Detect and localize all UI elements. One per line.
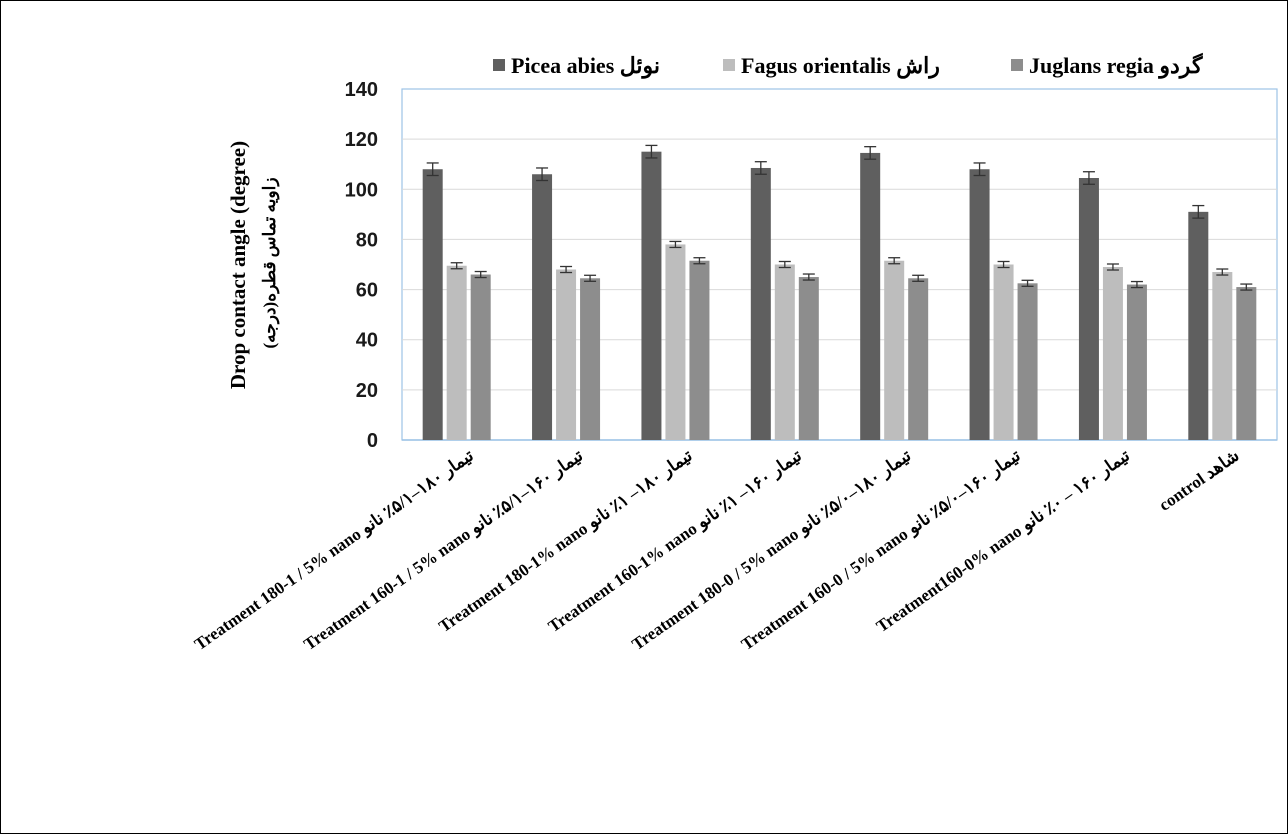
bar-picea-abies bbox=[969, 169, 990, 440]
x-category-label: control شاهد bbox=[1155, 446, 1242, 515]
y-axis-title-fa: زاویه تماس قطره(درجه) bbox=[260, 177, 280, 348]
bar-fagus-orientalis bbox=[556, 269, 577, 440]
legend-swatch bbox=[493, 59, 505, 71]
bar-juglans-regia bbox=[1126, 284, 1147, 440]
y-axis-title: Drop contact angle (degree) bbox=[226, 141, 250, 389]
bar-juglans-regia bbox=[798, 277, 819, 440]
bar-picea-abies bbox=[641, 151, 662, 440]
legend-label: Juglans regia گردو bbox=[1029, 52, 1203, 79]
bar-fagus-orientalis bbox=[1212, 272, 1233, 440]
bar-juglans-regia bbox=[470, 274, 491, 440]
bar-picea-abies bbox=[1188, 211, 1209, 440]
bar-picea-abies bbox=[750, 167, 771, 440]
bar-picea-abies bbox=[860, 152, 881, 441]
legend-label: Fagus orientalis راش bbox=[741, 53, 940, 79]
y-tick-label: 20 bbox=[356, 380, 378, 402]
y-tick-label: 100 bbox=[345, 179, 378, 201]
bar-fagus-orientalis bbox=[884, 260, 905, 440]
bar-fagus-orientalis bbox=[993, 264, 1014, 440]
bar-fagus-orientalis bbox=[1102, 267, 1123, 440]
legend-swatch bbox=[723, 59, 735, 71]
y-tick-label: 80 bbox=[356, 229, 378, 251]
bar-juglans-regia bbox=[580, 278, 601, 440]
legend-label: Picea abies نوئل bbox=[511, 53, 660, 79]
y-tick-label: 120 bbox=[345, 129, 378, 151]
bar-picea-abies bbox=[422, 169, 443, 440]
bar-picea-abies bbox=[1078, 178, 1099, 440]
legend-swatch bbox=[1011, 59, 1023, 71]
bar-fagus-orientalis bbox=[446, 265, 467, 440]
y-tick-label: 40 bbox=[356, 330, 378, 352]
bar-fagus-orientalis bbox=[665, 244, 686, 440]
bar-juglans-regia bbox=[1236, 287, 1257, 440]
y-tick-label: 140 bbox=[345, 79, 378, 101]
bar-juglans-regia bbox=[1017, 283, 1038, 440]
bar-juglans-regia bbox=[908, 278, 929, 440]
bar-juglans-regia bbox=[689, 260, 710, 440]
y-tick-label: 60 bbox=[356, 280, 378, 302]
bar-fagus-orientalis bbox=[774, 264, 795, 440]
bar-picea-abies bbox=[532, 174, 553, 440]
y-tick-label: 0 bbox=[367, 430, 378, 452]
